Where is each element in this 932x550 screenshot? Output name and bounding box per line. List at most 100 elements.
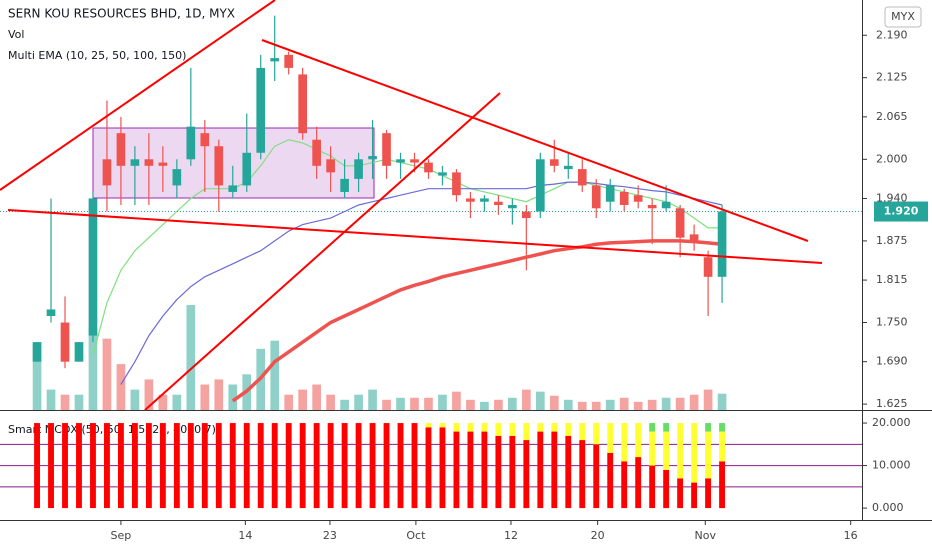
indicator-segment: [705, 478, 712, 509]
volume-bar: [522, 389, 531, 410]
indicator-segment: [425, 427, 432, 509]
y-tick-label: 1.875: [876, 234, 908, 247]
volume-bar: [396, 397, 405, 410]
volume-bar: [228, 384, 238, 410]
volume-label: Vol: [8, 28, 24, 41]
indicator-segment: [439, 427, 446, 509]
volume-bar: [116, 364, 126, 410]
indicator-segment: [173, 423, 180, 509]
candle-body: [88, 198, 98, 336]
candle-body: [535, 159, 545, 212]
candle-body: [74, 342, 84, 362]
indicator-segment: [271, 423, 278, 509]
indicator-segment: [677, 478, 684, 509]
indicator-segment: [537, 431, 544, 509]
x-tick-label: Nov: [695, 529, 717, 542]
indicator-segment: [495, 435, 502, 509]
volume-bar: [298, 389, 307, 410]
indicator-segment: [509, 423, 516, 436]
volume-bar: [410, 397, 419, 410]
candle-body: [494, 201, 503, 205]
volume-bar: [32, 343, 42, 410]
indicator-segment: [104, 423, 110, 509]
indicator-segment: [649, 431, 656, 466]
volume-bar: [563, 399, 573, 410]
ema-label: Multi EMA (10, 25, 50, 100, 150): [8, 49, 186, 62]
indicator-segment: [453, 423, 460, 432]
volume-bar: [508, 397, 517, 410]
y-tick-label: 2.190: [876, 28, 908, 41]
indicator-segment: [201, 423, 208, 509]
volume-bar: [46, 389, 56, 410]
indicator-segment: [649, 465, 656, 509]
indicator-segment: [425, 423, 432, 428]
candle-body: [633, 195, 643, 202]
indicator-segment: [691, 423, 698, 483]
trendline: [7, 209, 823, 264]
trendline: [0, 0, 276, 191]
volume-bar: [270, 340, 280, 410]
indicator-segment: [48, 423, 54, 509]
candle-body: [172, 169, 182, 186]
volume-bar: [158, 394, 168, 410]
indicator-segment: [229, 423, 236, 509]
indicator-segment: [607, 452, 614, 509]
candle-body: [396, 159, 405, 163]
indicator-segment: [341, 423, 348, 509]
indicator-segment: [635, 423, 642, 458]
indicator-segment: [565, 423, 572, 436]
candle-body: [549, 159, 559, 166]
indicator-segment: [187, 423, 194, 509]
indicator-segment: [76, 423, 82, 509]
candle-body: [32, 342, 42, 362]
indicator-segment: [467, 431, 474, 509]
candle-body: [619, 191, 629, 205]
last-price-label: 1.920: [884, 205, 919, 218]
candle-body: [480, 198, 489, 202]
candle-body: [438, 172, 447, 176]
candle-body: [326, 159, 335, 173]
candle-body: [228, 185, 238, 192]
candle-body: [186, 126, 196, 160]
indicator-segment: [117, 423, 124, 509]
candle-body: [689, 234, 699, 241]
indicator-segment: [523, 423, 530, 441]
volume-bar: [186, 305, 196, 410]
currency-box[interactable]: [884, 6, 922, 28]
candle-body: [368, 156, 377, 160]
indicator-segment: [663, 469, 670, 509]
candle-body: [466, 198, 475, 202]
indicator-segment: [705, 423, 712, 432]
indicator-segment: [579, 440, 586, 509]
volume-bar: [535, 391, 545, 410]
indicator-segment: [677, 423, 684, 479]
x-tick-label: Oct: [406, 529, 426, 542]
candle-body: [256, 67, 266, 153]
indicator-segment: [411, 423, 418, 509]
indicator-segment: [327, 423, 334, 509]
volume-bar: [689, 394, 699, 410]
indicator-segment: [621, 423, 628, 462]
volume-bar: [577, 401, 587, 410]
volume-bar: [647, 399, 657, 410]
x-tick-label: 20: [591, 529, 605, 542]
y-tick-label: 1.940: [876, 191, 908, 204]
candle-body: [410, 159, 419, 163]
indicator-segment: [593, 423, 600, 445]
volume-bar: [480, 401, 489, 410]
y-tick-label: 1.625: [876, 397, 908, 410]
indicator-segment: [397, 423, 404, 509]
candle-body: [675, 208, 685, 238]
candle-body: [605, 185, 615, 202]
candle-body: [158, 162, 168, 166]
volume-bar: [60, 394, 70, 410]
volume-bar: [494, 399, 503, 410]
candle-body: [382, 133, 391, 166]
volume-bar: [144, 379, 154, 410]
candle-body: [60, 322, 70, 362]
volume-bar: [368, 389, 377, 410]
trendline: [261, 39, 809, 242]
candle-body: [340, 178, 349, 192]
candle-body: [312, 139, 321, 166]
indicator-segment: [635, 457, 642, 509]
